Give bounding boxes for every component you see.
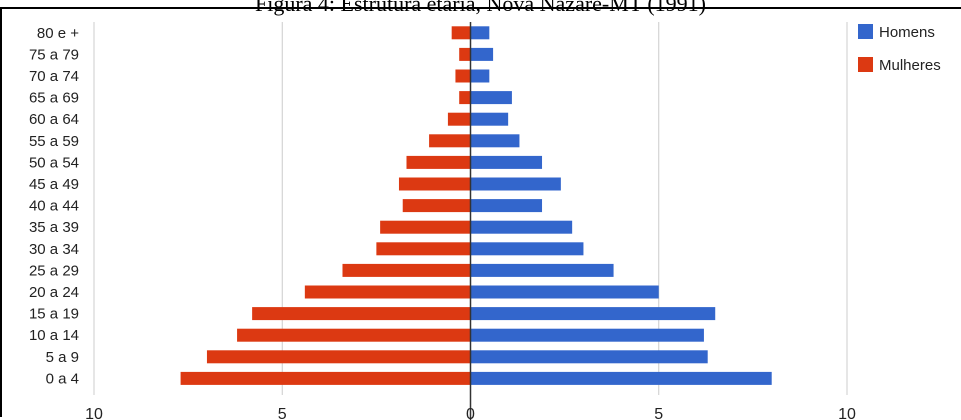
y-tick-label: 35 a 39 [29,219,79,236]
chart-frame [0,7,961,417]
bar-homens [470,328,704,342]
y-tick-label: 70 a 74 [29,68,79,85]
bar-mulheres [180,371,471,385]
bar-mulheres [376,242,471,256]
y-tick-label: 25 a 29 [29,262,79,279]
bar-homens [470,91,512,105]
bar-mulheres [252,307,471,321]
bar-mulheres [406,155,471,169]
bar-homens [470,177,561,191]
legend-label-mulheres: Mulheres [879,57,941,74]
y-tick-label: 10 a 14 [29,327,79,344]
bar-homens [470,134,520,148]
x-tick-label: 5 [278,406,287,420]
bar-homens [470,350,708,364]
y-tick-label: 80 e + [37,25,79,42]
bar-homens [470,112,509,126]
y-tick-label: 30 a 34 [29,241,79,258]
legend: Homens Mulheres [858,24,941,74]
bars [180,22,772,420]
bar-homens [470,47,494,61]
bar-homens [470,371,772,385]
bar-mulheres [206,350,471,364]
bar-mulheres [304,285,471,299]
x-tick-label: 0 [466,406,475,420]
y-tick-label: 45 a 49 [29,176,79,193]
y-axis-tick-labels: 80 e + 75 a 79 70 a 74 65 a 69 60 a 64 55 a 5… [29,25,79,388]
bar-homens [470,155,543,169]
bar-mulheres [380,220,471,234]
y-tick-label: 65 a 69 [29,90,79,107]
legend-swatch-mulheres [858,57,873,72]
y-tick-label: 60 a 64 [29,111,79,128]
bar-mulheres [402,199,471,213]
bar-mulheres [398,177,471,191]
bar-homens [470,26,490,40]
bar-mulheres [237,328,471,342]
bar-mulheres [447,112,471,126]
bar-homens [470,69,490,83]
bar-mulheres [429,134,471,148]
bar-mulheres [455,69,471,83]
bar-mulheres [459,91,471,105]
bar-mulheres [342,263,471,277]
bar-homens [470,263,614,277]
bar-homens [470,285,659,299]
bar-homens [470,220,573,234]
y-tick-label: 15 a 19 [29,306,79,323]
bar-homens [470,242,584,256]
bar-mulheres [459,47,471,61]
y-tick-label: 40 a 44 [29,198,79,215]
x-axis-tick-labels: 10 5 0 5 10 [85,406,856,420]
legend-swatch-homens [858,24,873,39]
bar-mulheres [451,26,471,40]
x-tick-label: 5 [654,406,663,420]
y-tick-label: 75 a 79 [29,46,79,63]
legend-label-homens: Homens [879,24,935,41]
x-tick-label: 10 [85,406,103,420]
y-tick-label: 50 a 54 [29,154,79,171]
y-tick-label: 20 a 24 [29,284,79,301]
y-tick-label: 0 a 4 [46,370,79,387]
y-tick-label: 55 a 59 [29,133,79,150]
y-tick-label: 5 a 9 [46,349,79,366]
x-tick-label: 10 [838,406,856,420]
bar-homens [470,199,543,213]
bar-homens [470,307,716,321]
